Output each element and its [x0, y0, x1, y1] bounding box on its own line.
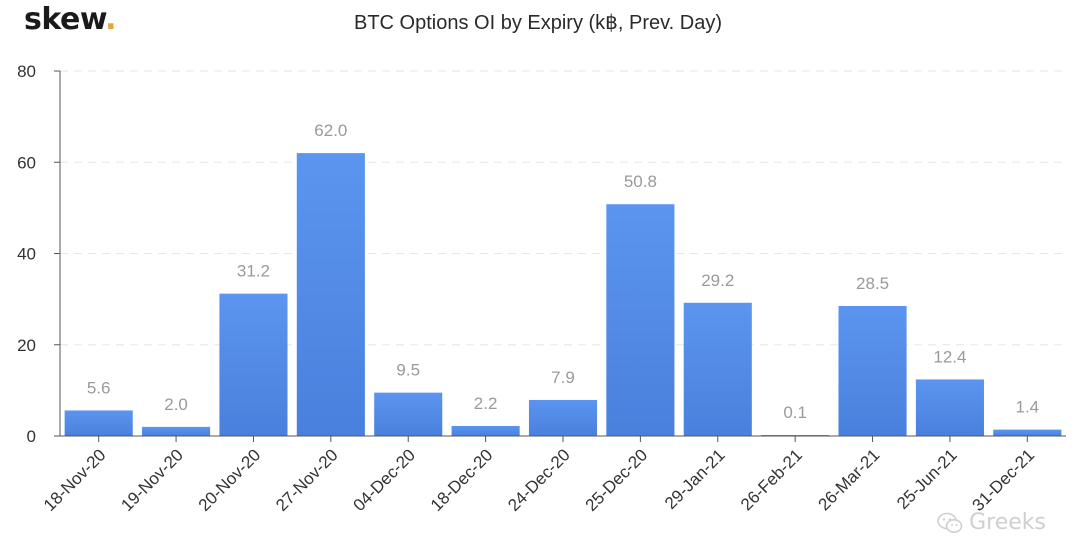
x-tick-label: 25-Dec-20	[582, 445, 652, 515]
bar	[296, 153, 365, 436]
x-tick-label: 29-Jan-21	[661, 445, 729, 513]
x-tick-label: 26-Mar-21	[814, 445, 883, 514]
bar	[219, 293, 288, 436]
data-label: 0.1	[783, 403, 807, 422]
x-tick-label: 27-Nov-20	[272, 445, 342, 515]
data-label: 2.0	[164, 395, 188, 414]
x-tick-label: 25-Jun-21	[893, 445, 961, 513]
x-tick-label: 20-Nov-20	[195, 445, 265, 515]
bar	[606, 204, 675, 436]
bar	[142, 426, 211, 436]
data-label: 28.5	[856, 274, 889, 293]
bar	[64, 410, 133, 436]
data-label: 2.2	[474, 394, 498, 413]
data-label: 1.4	[1015, 398, 1039, 417]
skew-logo: skew.	[24, 2, 117, 37]
logo-text: skew	[24, 2, 106, 37]
data-label: 5.6	[87, 378, 111, 397]
watermark-text: Greeks	[969, 510, 1046, 535]
data-label: 31.2	[237, 262, 270, 281]
x-tick-label: 24-Dec-20	[504, 445, 574, 515]
wechat-icon	[937, 512, 963, 533]
x-tick-label: 18-Nov-20	[40, 445, 110, 515]
bar	[451, 425, 520, 436]
y-tick-label: 40	[17, 245, 36, 264]
bar	[993, 429, 1062, 436]
data-label: 9.5	[396, 361, 420, 380]
y-tick-label: 0	[27, 427, 36, 446]
y-tick-label: 60	[17, 153, 36, 172]
x-tick-label: 18-Dec-20	[427, 445, 497, 515]
x-tick-label: 26-Feb-21	[737, 445, 806, 514]
x-tick-label: 04-Dec-20	[349, 445, 419, 515]
data-label: 7.9	[551, 368, 575, 387]
data-label: 50.8	[624, 172, 657, 191]
chart-title: BTC Options OI by Expiry (k฿, Prev. Day)	[354, 12, 722, 34]
bar	[528, 399, 598, 436]
watermark: Greeks	[937, 510, 1046, 535]
x-tick-label: 19-Nov-20	[117, 445, 187, 515]
logo-dot: .	[105, 2, 117, 37]
bar	[838, 305, 907, 436]
bar	[683, 302, 752, 436]
x-tick-label: 31-Dec-21	[969, 445, 1039, 515]
data-label: 62.0	[314, 121, 347, 140]
data-label: 12.4	[933, 347, 966, 366]
y-tick-label: 20	[17, 336, 36, 355]
bar	[374, 392, 443, 436]
data-label: 29.2	[701, 271, 734, 290]
y-tick-label: 80	[17, 62, 36, 81]
bar	[915, 379, 984, 436]
